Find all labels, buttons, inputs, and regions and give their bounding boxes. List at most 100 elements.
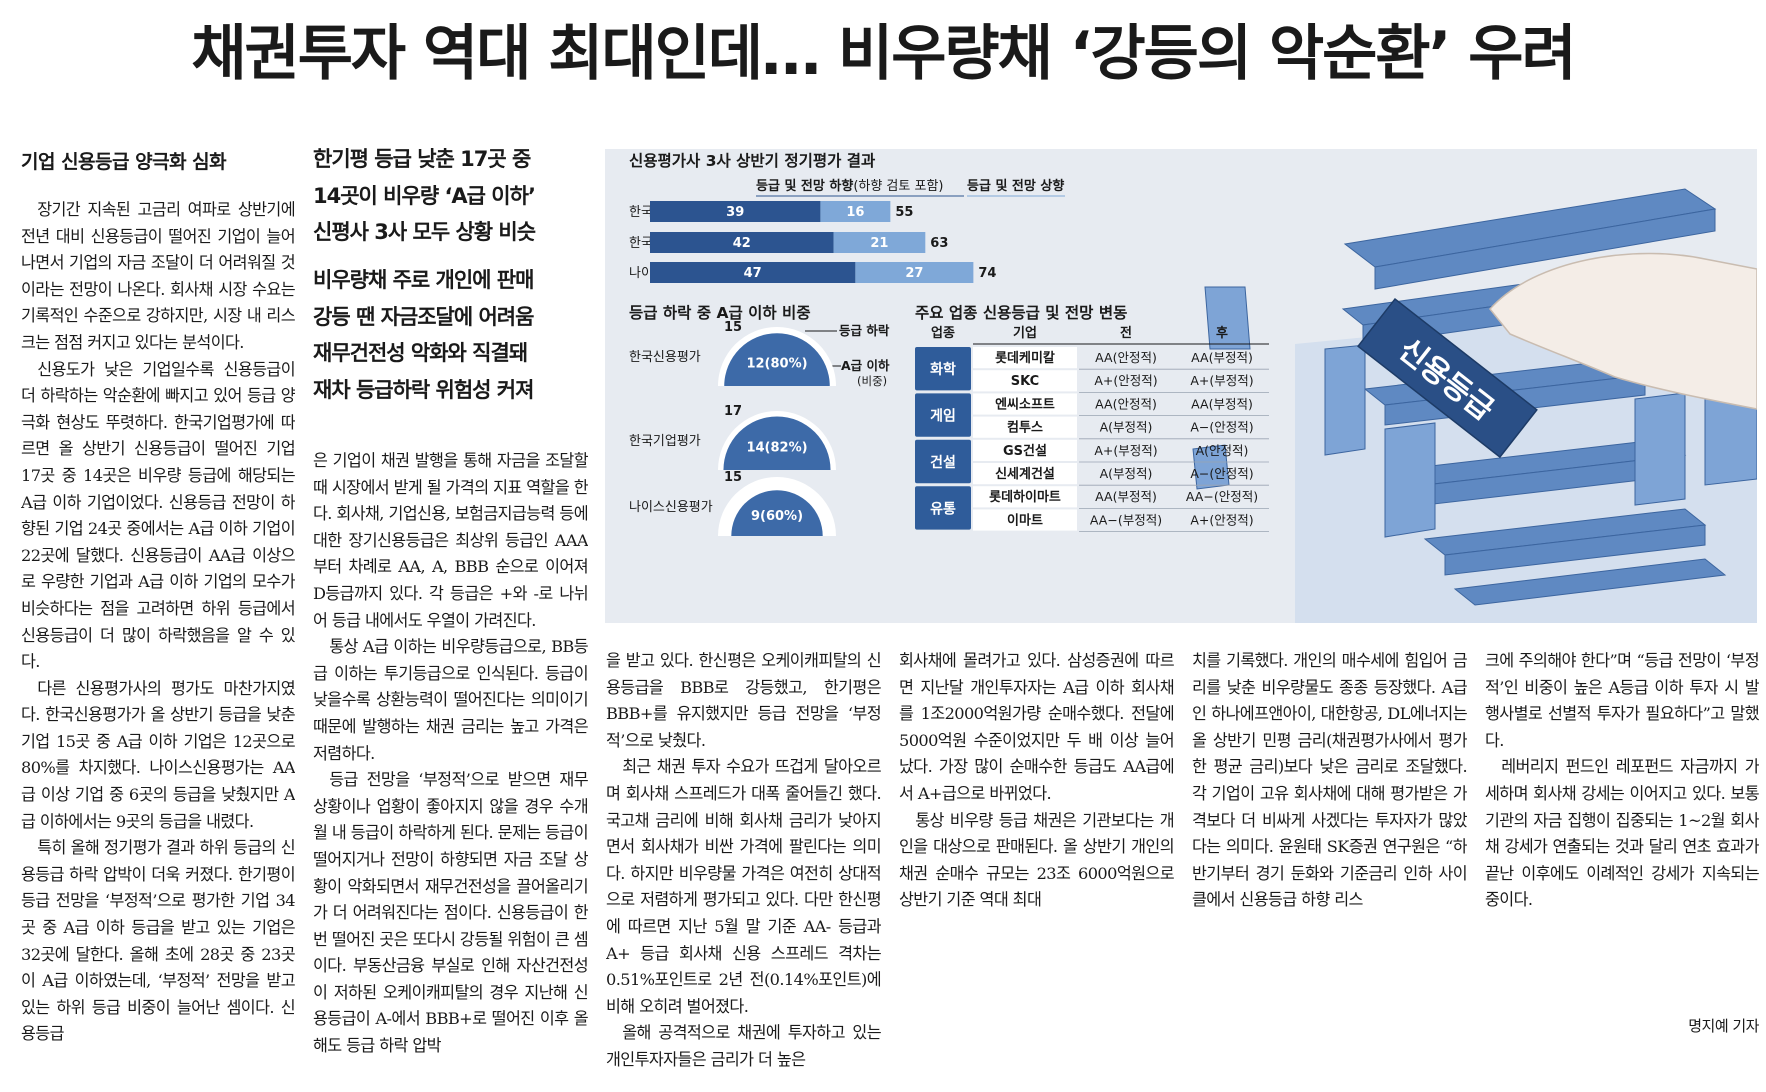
chart2-category-label: 나이스신용평가 — [629, 500, 713, 515]
paragraph: 신용도가 낮은 기업일수록 신용등급이 더 하락하는 악순환에 빠지고 있어 등… — [21, 359, 295, 672]
chart1-bar-down — [650, 232, 834, 253]
chart3-sector-label: 유통 — [930, 501, 956, 517]
chart2-value-label: 14(82%) — [746, 440, 807, 455]
chart3-company-cell — [973, 463, 1077, 485]
chart2-legend-inner: A급 이하 — [841, 358, 890, 373]
chart2-value-label: 12(80%) — [746, 357, 807, 372]
chart1-bar-value: 42 — [733, 236, 751, 251]
article-column-6: 크에 주의해야 한다”며 “등급 전망이 ‘부정적’인 비중이 높은 A등급 이… — [1485, 648, 1759, 1078]
chart1-bar-value: 21 — [870, 236, 888, 251]
chart3-sector-label: 화학 — [930, 362, 956, 378]
chart1-bar-down — [650, 201, 821, 222]
paragraph: 장기간 지속된 고금리 여파로 상반기에 전년 대비 신용등급이 떨어진 기업이… — [21, 200, 295, 352]
deck-line: 강등 땐 자금조달에 어려움 — [313, 304, 534, 329]
chart3-header: 전 — [1120, 325, 1132, 341]
chart3-company-label: 롯데하이마트 — [989, 489, 1061, 505]
chart3-after-value: A−(안정적) — [1190, 420, 1253, 435]
chart2-inner-semicircle — [723, 416, 831, 470]
deck-line: 비우량채 주로 개인에 판매 — [313, 268, 534, 292]
chart3-company-label: 엔씨소프트 — [995, 396, 1055, 412]
chart3-header: 기업 — [1013, 326, 1037, 341]
headline: 채권투자 역대 최대인데… 비우량채 ‘강등의 악순환’ 우려 — [191, 19, 1576, 89]
jenga-tower-illustration: 신용등급 — [1192, 188, 1757, 623]
sector-rating-table: 주요 업종 신용등급 및 전망 변동 업종 기업 전 후화학 롯데케미칼 AA(안정적) A… — [915, 303, 1269, 533]
chart1-legend-down: 등급 및 전망 하향(하향 검토 포함) — [756, 178, 943, 194]
chart3-sector-cell — [915, 439, 971, 484]
paragraph: 통상 비우량 등급 채권은 기관보다는 개인을 대상으로 판매된다. 올 상반기… — [899, 810, 1174, 910]
chart1-bar-up — [820, 201, 891, 222]
deck-line: 재차 등급하락 위험성 커져 — [313, 377, 534, 402]
chart2-legend-outer: 등급 하락 — [839, 323, 890, 338]
deck-line: 한기평 등급 낮춘 17곳 중 — [313, 147, 531, 171]
chart3-before-value: AA(안정적) — [1095, 396, 1157, 411]
chart3-after-value: A(안정적) — [1196, 443, 1249, 458]
chart3-after-value: AA(부정적) — [1191, 350, 1253, 365]
infographic: 신용등급 신용평가사 3사 상반기 정기평가 결과 등급 및 전망 하향(하향 … — [605, 149, 1757, 623]
chart3-company-label: 컴투스 — [1007, 421, 1043, 436]
chart3-company-cell — [973, 393, 1077, 415]
chart3-company-label: 이마트 — [1007, 512, 1043, 528]
chart3-after-value: AA(부정적) — [1191, 396, 1253, 411]
chart3-company-cell — [973, 439, 1077, 461]
chart3-before-value: AA(안정적) — [1095, 350, 1157, 365]
chart3-sector-cell — [915, 486, 971, 530]
chart3-after-value: A+(안정적) — [1190, 512, 1253, 527]
chart1-bar-value: 27 — [905, 266, 923, 281]
chart3-company-label: 신세계건설 — [995, 466, 1055, 482]
chart1-bar-up — [833, 232, 926, 253]
paragraph: 을 받고 있다. 한신평은 오케이캐피탈의 신용등급을 BBB로 강등했고, 한… — [606, 651, 881, 750]
chart3-before-value: A(부정적) — [1100, 420, 1153, 435]
chart2-inner-semicircle — [724, 333, 830, 386]
deck-summary-1: 한기평 등급 낮춘 17곳 중 14곳이 비우량 ‘A급 이하’ 신평사 3사 … — [313, 141, 598, 251]
deck-line: 14곳이 비우량 ‘A급 이하’ — [313, 183, 536, 208]
chart1-legend-up: 등급 및 전망 상향 — [967, 178, 1064, 194]
chart3-after-value: AA−(안정적) — [1186, 489, 1258, 504]
chart1-total-label: 63 — [930, 236, 948, 251]
chart1-total-label: 55 — [895, 205, 913, 220]
chart3-company-label: SKC — [1011, 374, 1039, 389]
chart3-sector-label: 건설 — [930, 454, 956, 471]
paragraph: 올해 공격적으로 채권에 투자하고 있는 개인투자자들은 금리가 더 높은 — [606, 1023, 881, 1069]
chart2-total-label: 15 — [724, 320, 742, 335]
deck-line: 신평사 3사 모두 상황 비슷 — [313, 220, 536, 244]
chart3-company-cell — [973, 509, 1077, 531]
paragraph: 최근 채권 투자 수요가 뜨겁게 달아오르며 회사채 스프레드가 대폭 줄어들긴… — [606, 757, 881, 1016]
chart1-bar-value: 47 — [744, 266, 762, 281]
paragraph: 레버리지 펀드인 레포펀드 자금까지 가세하며 회사채 강세는 이어지고 있다.… — [1485, 757, 1759, 910]
chart1-bar-up — [855, 262, 974, 283]
chart2-legend-inner-sub: (비중) — [857, 374, 887, 388]
article-column-1: 장기간 지속된 고금리 여파로 상반기에 전년 대비 신용등급이 떨어진 기업이… — [21, 197, 295, 1077]
chart1-total-label: 74 — [978, 266, 996, 281]
chart3-before-value: AA(부정적) — [1095, 489, 1157, 504]
chart3-company-cell — [973, 416, 1077, 438]
article-column-2: 은 기업이 채권 발행을 통해 자금을 조달할 때 시장에서 받게 될 가격의 … — [313, 448, 588, 1078]
chart3-before-value: A+(부정적) — [1094, 443, 1157, 458]
chart1-bar-value: 39 — [726, 205, 744, 220]
a-grade-share-chart: 등급 하락 중 A급 이하 비중 등급 하락 A급 이하 (비중) 한국신용평가… — [629, 303, 890, 536]
chart2-total-label: 15 — [724, 470, 742, 485]
chart1-bar-value: 16 — [846, 205, 864, 220]
chart3-company-cell — [973, 347, 1077, 369]
paragraph: 다른 신용평가사의 평가도 마찬가지였다. 한국신용평가가 올 상반기 등급을 … — [21, 678, 295, 831]
chart2-total-label: 17 — [724, 404, 742, 419]
chart3-company-cell — [973, 370, 1077, 392]
chart3-header: 후 — [1216, 325, 1228, 341]
chart3-header: 업종 — [931, 326, 955, 341]
chart3-sector-cell — [915, 347, 971, 391]
byline: 명지예 기자 — [1688, 1017, 1759, 1035]
chart3-company-cell — [973, 486, 1077, 508]
chart3-before-value: A+(안정적) — [1094, 373, 1157, 388]
deck-line: 재무건전성 악화와 직결돼 — [313, 341, 528, 365]
article-column-5: 치를 기록했다. 개인의 매수세에 힘입어 금리를 낮춘 비우량물도 종종 등장… — [1192, 648, 1467, 1078]
chart1-bar-down — [650, 262, 856, 283]
paragraph: 등급 전망을 ‘부정적’으로 받으면 재무 상황이나 업황이 좋아지지 않을 경… — [313, 770, 588, 1056]
chart1-title: 신용평가사 3사 상반기 정기평가 결과 — [629, 152, 876, 170]
chart3-before-value: A(부정적) — [1100, 466, 1153, 481]
chart2-inner-semicircle — [731, 490, 823, 536]
rating-results-chart: 신용평가사 3사 상반기 정기평가 결과 등급 및 전망 하향(하향 검토 포함… — [629, 152, 1065, 283]
article-column-4: 회사채에 몰려가고 있다. 삼성증권에 따르면 지난달 개인투자자는 A급 이하… — [899, 648, 1174, 1078]
infographic-canvas: 신용등급 신용평가사 3사 상반기 정기평가 결과 등급 및 전망 하향(하향 … — [629, 152, 1757, 623]
subhead: 기업 신용등급 양극화 심화 — [21, 151, 227, 173]
paragraph: 은 기업이 채권 발행을 통해 자금을 조달할 때 시장에서 받게 될 가격의 … — [313, 451, 588, 630]
chart3-company-label: 롯데케미칼 — [995, 350, 1055, 366]
